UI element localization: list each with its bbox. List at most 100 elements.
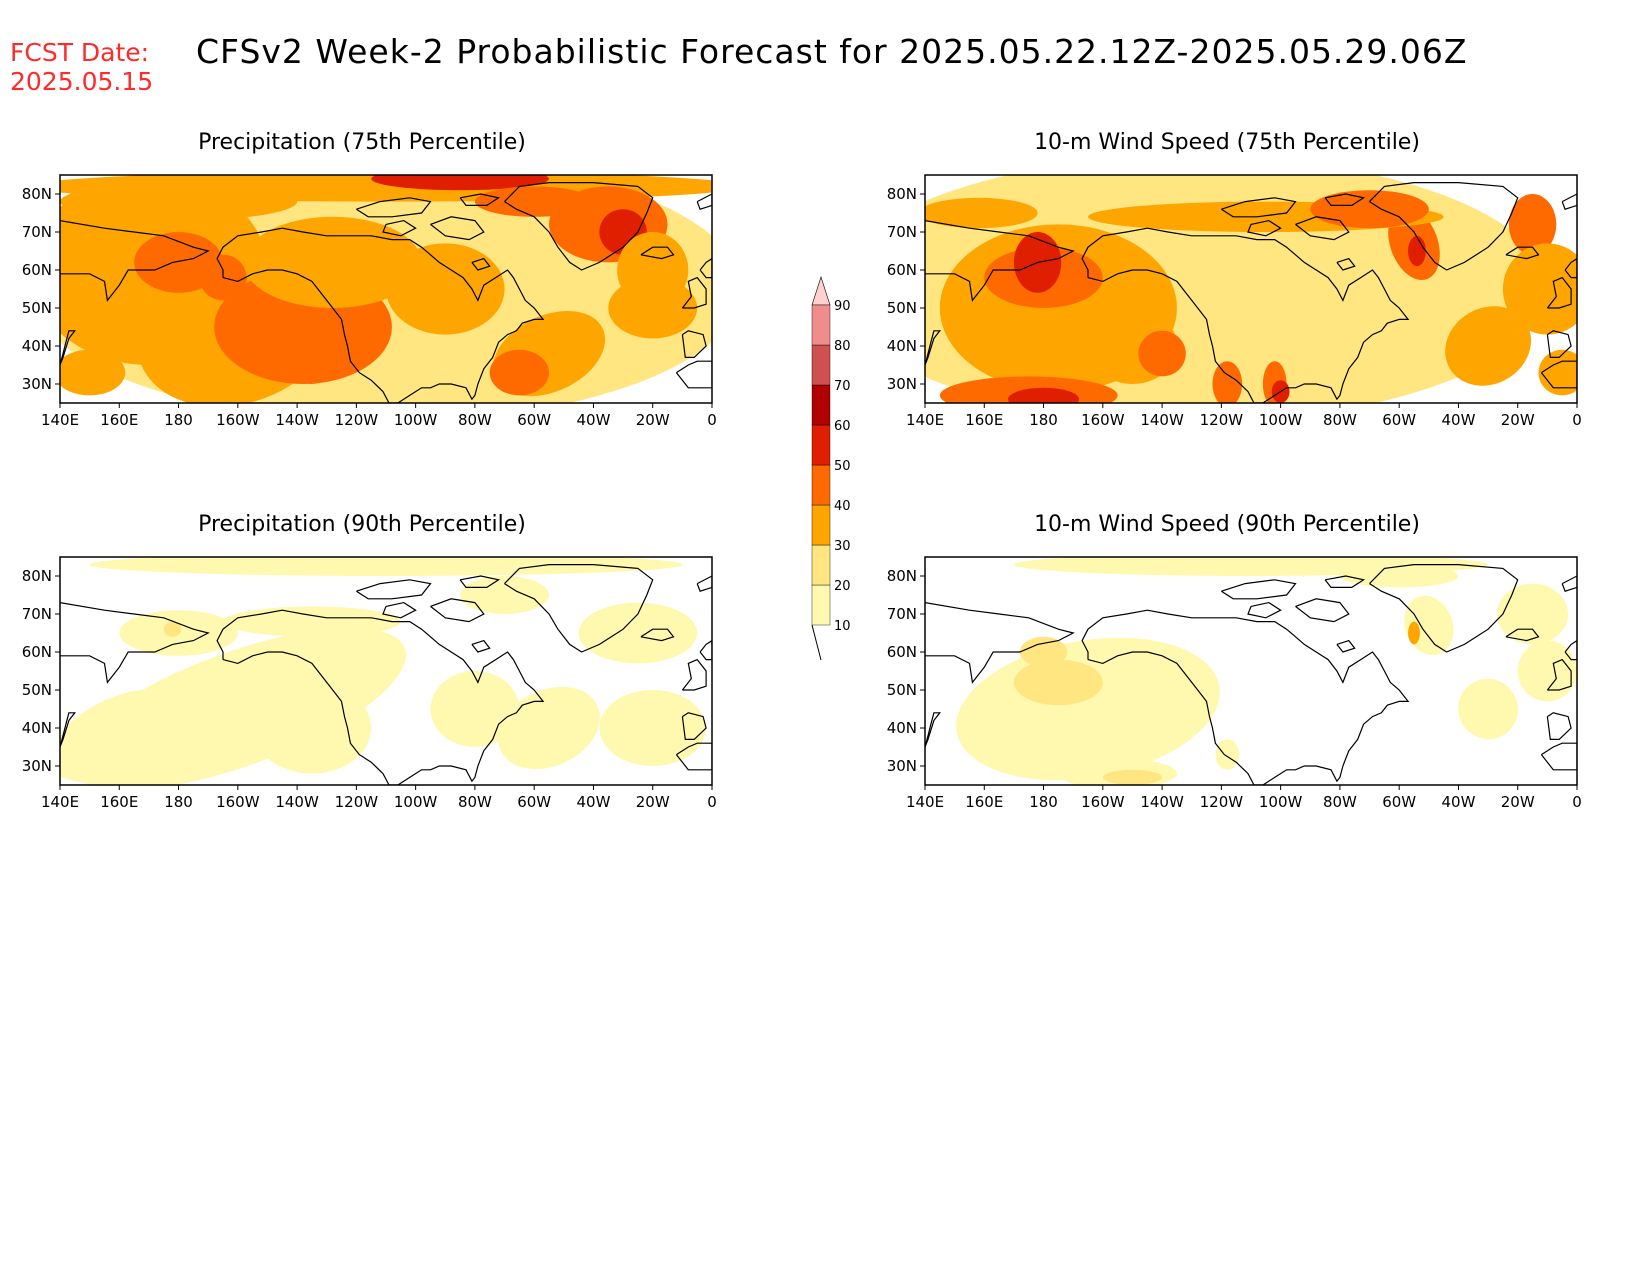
lat-tick-label: 40N — [887, 337, 917, 355]
colorbar-label: 50 — [834, 459, 851, 474]
probability-area — [1215, 739, 1240, 770]
map-frame — [59, 174, 713, 404]
coastline — [1546, 276, 1572, 309]
probability-area — [282, 292, 342, 384]
coastline — [699, 257, 712, 279]
colorbar-swatch — [811, 464, 831, 506]
coastline — [216, 227, 545, 403]
panel-title: Precipitation (75th Percentile) — [198, 130, 526, 155]
lat-tick-label: 40N — [22, 719, 52, 737]
coastline — [681, 330, 707, 358]
map-frame — [59, 556, 713, 786]
coastline — [1324, 575, 1366, 588]
lon-tick-label: 120W — [1200, 411, 1244, 429]
coastline — [696, 193, 712, 210]
coastline — [1081, 609, 1410, 785]
coastline — [1221, 579, 1297, 600]
lat-tick-label: 60N — [887, 643, 917, 661]
lon-tick-label: 100W — [394, 411, 438, 429]
probability-area — [1212, 361, 1243, 403]
colorbar-label: 80 — [834, 339, 851, 354]
coastline — [1295, 598, 1350, 623]
coastline — [471, 257, 491, 271]
coastline — [696, 575, 712, 592]
lon-tick-label: 0 — [707, 793, 717, 811]
coastline — [1546, 712, 1572, 740]
lon-tick-label: 100W — [394, 793, 438, 811]
lon-tick-label: 40W — [1441, 411, 1475, 429]
lon-tick-label: 140E — [906, 793, 944, 811]
probability-field — [60, 175, 712, 403]
coastline — [1505, 246, 1540, 260]
coastline — [471, 639, 491, 653]
lon-tick-label: 0 — [1572, 793, 1582, 811]
coastline — [1564, 257, 1577, 279]
lat-tick-label: 30N — [22, 375, 52, 393]
coastline — [925, 220, 1075, 302]
probability-area — [925, 175, 1548, 403]
coastline — [382, 601, 417, 619]
probability-area — [1019, 636, 1068, 668]
lon-tick-label: 160E — [965, 793, 1003, 811]
lon-tick-label: 60W — [517, 793, 551, 811]
lon-tick-label: 0 — [707, 411, 717, 429]
coastline — [356, 579, 432, 600]
probability-area — [489, 349, 549, 396]
coastline — [1221, 197, 1297, 218]
lon-tick-label: 80W — [458, 793, 492, 811]
probability-area — [163, 621, 182, 637]
lon-tick-label: 160W — [1081, 793, 1125, 811]
main-title: CFSv2 Week-2 Probabilistic Forecast for … — [196, 32, 1468, 71]
panel-wind-90th: 10-m Wind Speed (90th Percentile) 140E 16… — [877, 512, 1582, 811]
forecast-date-block: FCST Date: 2025.05.15 — [10, 38, 153, 96]
probability-area — [1408, 235, 1426, 267]
coastline — [675, 742, 712, 771]
lon-tick-label: 60W — [1382, 411, 1416, 429]
lat-tick-label: 60N — [22, 643, 52, 661]
colorbar-label: 30 — [834, 539, 851, 554]
coastline — [60, 602, 210, 684]
coastlines — [60, 564, 712, 785]
lon-tick-label: 120W — [335, 411, 379, 429]
lon-tick-label: 180 — [164, 411, 193, 429]
colorbar-label: 20 — [834, 579, 851, 594]
probability-field — [925, 557, 1577, 785]
coastline — [1561, 575, 1577, 592]
lat-tick-label: 50N — [887, 681, 917, 699]
probability-area — [60, 349, 126, 396]
coastline — [675, 360, 712, 389]
coastline — [459, 575, 501, 588]
probability-area — [1310, 190, 1429, 229]
coastline — [925, 602, 1075, 684]
forecast-date-value: 2025.05.15 — [10, 67, 154, 96]
lon-tick-label: 100W — [1259, 793, 1303, 811]
coastline — [1546, 658, 1572, 691]
panel-precip-75th: Precipitation (75th Percentile) 140E 160E… — [12, 130, 717, 429]
colorbar: 10 20 30 40 50 60 70 80 90 — [811, 276, 851, 661]
colorbar-swatch — [811, 584, 831, 626]
colorbar-swatch — [811, 304, 831, 346]
lat-tick-label: 80N — [887, 567, 917, 585]
probability-area — [1007, 387, 1080, 403]
coastline — [1336, 257, 1356, 271]
lat-tick-label: 50N — [22, 681, 52, 699]
map-frame — [924, 174, 1578, 404]
lon-tick-label: 140E — [41, 793, 79, 811]
coastline — [1505, 628, 1540, 642]
coastline — [699, 639, 712, 661]
colorbar-swatch — [811, 544, 831, 586]
lon-tick-label: 140W — [1140, 411, 1184, 429]
coastline — [430, 598, 485, 623]
probability-area — [498, 686, 600, 770]
coastline — [356, 197, 432, 218]
lon-tick-label: 80W — [458, 411, 492, 429]
probability-area — [578, 602, 698, 664]
lat-tick-label: 40N — [22, 337, 52, 355]
colorbar-swatch — [811, 344, 831, 386]
coastline — [1324, 193, 1366, 206]
probability-area — [474, 186, 594, 217]
lat-tick-label: 70N — [887, 223, 917, 241]
lon-tick-label: 60W — [1382, 793, 1416, 811]
coastline — [1369, 182, 1519, 271]
lon-tick-label: 140W — [275, 793, 319, 811]
